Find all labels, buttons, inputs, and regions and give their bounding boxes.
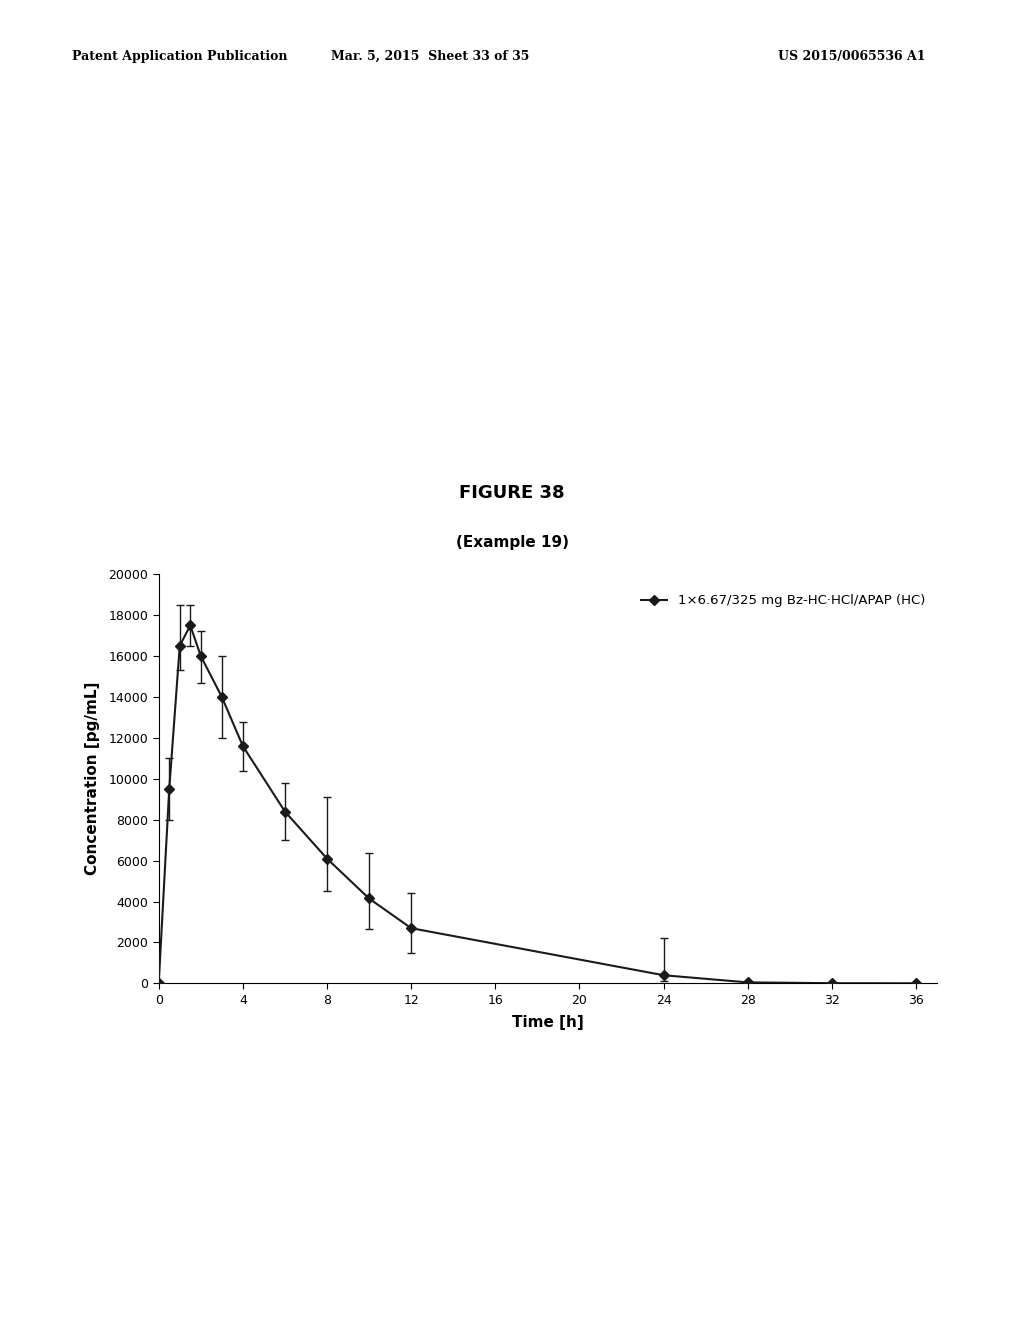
Legend: 1×6.67/325 mg Bz-HC·HCl/APAP (HC): 1×6.67/325 mg Bz-HC·HCl/APAP (HC) [636,589,931,612]
Text: Mar. 5, 2015  Sheet 33 of 35: Mar. 5, 2015 Sheet 33 of 35 [331,50,529,63]
Y-axis label: Concentration [pg/mL]: Concentration [pg/mL] [85,682,100,875]
Text: FIGURE 38: FIGURE 38 [459,483,565,502]
Text: US 2015/0065536 A1: US 2015/0065536 A1 [778,50,926,63]
X-axis label: Time [h]: Time [h] [512,1015,584,1030]
Text: (Example 19): (Example 19) [456,535,568,549]
Text: Patent Application Publication: Patent Application Publication [72,50,287,63]
